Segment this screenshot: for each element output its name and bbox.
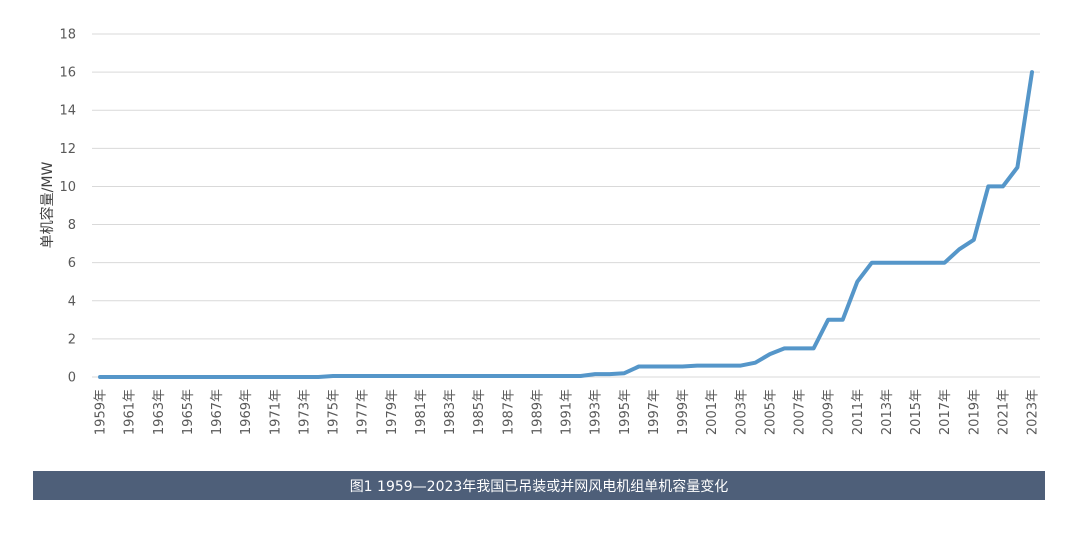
- x-tick-label: 1969年: [239, 389, 254, 435]
- x-tick-label: 1989年: [530, 389, 545, 435]
- grid-lines: [92, 33, 1040, 378]
- x-tick-label: 2007年: [793, 389, 808, 435]
- x-tick-label: 2001年: [705, 389, 720, 435]
- y-tick-label: 14: [59, 104, 76, 119]
- x-tick-label: 2013年: [880, 389, 895, 435]
- y-tick-label: 16: [59, 66, 76, 81]
- x-tick-label: 2021年: [996, 389, 1011, 435]
- y-tick-label: 8: [68, 218, 76, 233]
- x-tick-label: 1997年: [647, 389, 662, 435]
- y-tick-label: 18: [59, 28, 76, 43]
- x-tick-label: 1999年: [676, 389, 691, 435]
- x-axis-ticks: 1959年 1961年 1963年 1965年 1967年 1969年 1971年 1973年…: [94, 389, 1041, 435]
- line-chart: 0 2 4 6 8 10 12 14 16 18 1959年 1961年 1963年 1965年 1967…: [39, 28, 1041, 436]
- y-tick-label: 6: [68, 256, 76, 271]
- series-line: [98, 70, 1034, 379]
- x-tick-label: 1973年: [297, 389, 312, 435]
- figure-caption-bar: 图1 1959—2023年我国已吊装或并网风电机组单机容量变化: [33, 471, 1045, 500]
- x-tick-label: 1975年: [327, 389, 342, 435]
- y-tick-label: 4: [68, 294, 76, 309]
- x-tick-label: 1987年: [501, 389, 516, 435]
- y-axis-ticks: 0 2 4 6 8 10 12 14 16 18: [59, 28, 76, 386]
- x-tick-label: 2019年: [967, 389, 982, 435]
- x-tick-label: 1985年: [472, 389, 487, 435]
- x-tick-label: 1963年: [152, 389, 167, 435]
- y-tick-label: 10: [59, 180, 76, 195]
- x-tick-label: 1977年: [356, 389, 371, 435]
- x-tick-label: 2003年: [734, 389, 749, 435]
- x-tick-label: 1995年: [618, 389, 633, 435]
- x-tick-label: 1961年: [123, 389, 138, 435]
- y-axis-label: 单机容量/MW: [39, 162, 56, 249]
- y-tick-label: 0: [68, 371, 76, 386]
- x-tick-label: 1967年: [210, 389, 225, 435]
- x-tick-label: 1971年: [268, 389, 283, 435]
- y-tick-label: 2: [68, 332, 76, 347]
- x-tick-label: 2005年: [763, 389, 778, 435]
- x-tick-label: 2015年: [909, 389, 924, 435]
- x-tick-label: 2011年: [851, 389, 866, 435]
- x-tick-label: 1993年: [589, 389, 604, 435]
- figure-caption: 图1 1959—2023年我国已吊装或并网风电机组单机容量变化: [349, 478, 729, 495]
- x-tick-label: 1981年: [414, 389, 429, 435]
- series-line-layer: [98, 70, 1034, 379]
- x-tick-label: 1959年: [94, 389, 109, 435]
- x-tick-label: 2023年: [1026, 389, 1041, 435]
- x-tick-label: 2017年: [938, 389, 953, 435]
- x-tick-label: 1979年: [385, 389, 400, 435]
- x-tick-label: 1991年: [560, 389, 575, 435]
- x-tick-label: 1965年: [181, 389, 196, 435]
- x-tick-label: 1983年: [443, 389, 458, 435]
- x-tick-label: 2009年: [822, 389, 837, 435]
- y-tick-label: 12: [59, 142, 76, 157]
- chart-svg: 0 2 4 6 8 10 12 14 16 18 1959年 1961年 1963年 1965年 1967…: [39, 28, 1041, 436]
